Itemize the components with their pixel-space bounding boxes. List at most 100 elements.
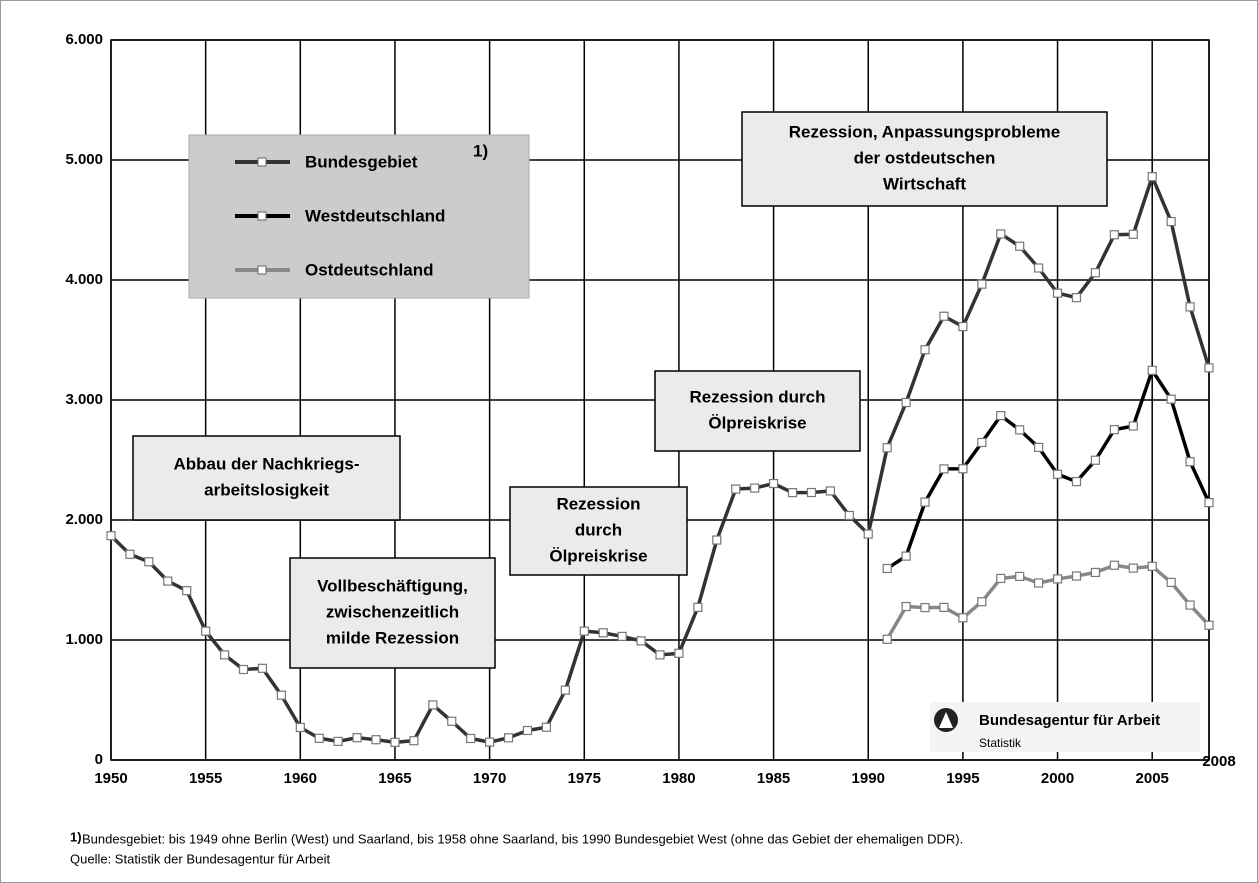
data-point xyxy=(1166,216,1176,227)
data-point xyxy=(1052,574,1063,584)
data-point xyxy=(1052,469,1063,479)
logo-bg xyxy=(930,702,1200,752)
logo-icon-mark xyxy=(939,712,953,728)
series-line xyxy=(886,368,1211,570)
annotation-text: Vollbeschäftigung, xyxy=(317,576,468,595)
data-point xyxy=(1166,577,1176,588)
data-point xyxy=(409,736,419,746)
data-point xyxy=(920,497,930,507)
annotation-text: Rezession durch xyxy=(689,387,825,406)
x-tick-label: 1970 xyxy=(473,770,506,787)
data-point xyxy=(560,685,570,695)
data-point xyxy=(201,626,211,636)
data-point xyxy=(901,397,911,408)
data-point xyxy=(1015,571,1025,582)
data-point xyxy=(882,634,892,644)
data-point xyxy=(655,650,665,660)
annotation-box xyxy=(132,435,401,521)
data-point xyxy=(996,229,1006,239)
annotation-text: Wirtschaft xyxy=(883,174,966,193)
data-point xyxy=(825,486,835,496)
data-point xyxy=(238,664,249,675)
data-point xyxy=(1128,421,1138,431)
x-tick-label: 1985 xyxy=(757,770,790,787)
data-point xyxy=(333,736,343,747)
y-tick-label: 1.000 xyxy=(65,631,103,648)
annotation-text: zwischenzeitlich xyxy=(326,602,459,621)
data-point xyxy=(1071,293,1082,303)
x-tick-label: 1980 xyxy=(662,770,695,787)
data-point xyxy=(939,602,949,612)
data-point xyxy=(1015,241,1025,251)
data-point xyxy=(939,464,949,474)
legend-label: Bundesgebiet xyxy=(305,152,418,171)
source: Quelle: Statistik der Bundesagentur für … xyxy=(70,851,331,866)
data-point xyxy=(371,735,381,745)
data-point xyxy=(731,484,741,494)
data-point xyxy=(1128,229,1138,239)
annotation-text: Rezession, Anpassungsprobleme xyxy=(789,122,1060,141)
data-point xyxy=(522,725,533,736)
y-tick-label: 3.000 xyxy=(65,391,103,408)
data-point xyxy=(693,602,703,612)
y-tick-label: 4.000 xyxy=(65,271,103,288)
data-point xyxy=(1109,230,1119,240)
data-point xyxy=(579,626,589,636)
data-point xyxy=(750,483,760,493)
x-tick-label: 2005 xyxy=(1136,770,1169,787)
annotation-box xyxy=(509,486,688,576)
data-point xyxy=(1015,425,1025,435)
data-point xyxy=(428,700,438,710)
logo-sub: Statistik xyxy=(979,736,1022,750)
data-point xyxy=(257,663,268,673)
data-point xyxy=(863,529,873,539)
data-point xyxy=(844,510,854,521)
data-point xyxy=(1071,477,1082,487)
data-point xyxy=(1128,563,1138,573)
data-point xyxy=(882,563,892,574)
data-point xyxy=(1090,268,1101,278)
annotation-text: Abbau der Nachkriegs- xyxy=(173,454,359,473)
data-point xyxy=(503,733,514,743)
data-point xyxy=(712,535,722,545)
y-tick-label: 6.000 xyxy=(65,31,103,48)
data-point xyxy=(996,411,1006,421)
data-point xyxy=(1034,263,1044,273)
annotation-box xyxy=(289,557,496,669)
data-point xyxy=(1204,498,1214,508)
data-point xyxy=(1071,571,1082,581)
data-point xyxy=(295,722,305,733)
data-point xyxy=(219,650,230,660)
data-point xyxy=(106,531,116,541)
data-point xyxy=(958,613,968,623)
x-tick-label: 1950 xyxy=(94,770,127,787)
data-point xyxy=(144,557,154,567)
data-point xyxy=(1109,560,1119,570)
x-tick-label: 1990 xyxy=(852,770,885,787)
data-point xyxy=(882,443,892,453)
data-point xyxy=(1034,442,1044,452)
data-point xyxy=(1204,620,1214,630)
data-point xyxy=(163,576,173,586)
legend-label: Ostdeutschland xyxy=(305,260,433,279)
data-point xyxy=(447,716,457,726)
data-point xyxy=(617,631,627,642)
annotation-box xyxy=(741,111,1108,207)
data-point xyxy=(182,586,192,596)
footnote-marker: 1) xyxy=(70,829,82,844)
data-point xyxy=(1052,288,1063,298)
data-point xyxy=(1109,425,1119,435)
legend-marker xyxy=(257,211,267,221)
x-tick-label: 1960 xyxy=(284,770,317,787)
data-point xyxy=(996,573,1006,584)
data-point xyxy=(1090,455,1101,465)
annotation-text: durch xyxy=(575,520,622,539)
data-point xyxy=(958,321,968,332)
data-point xyxy=(674,648,684,658)
data-point xyxy=(977,437,987,448)
legend-marker xyxy=(257,157,267,167)
data-point xyxy=(541,722,552,732)
y-tick-label: 0 xyxy=(95,751,103,768)
legend-note: 1) xyxy=(473,141,488,160)
